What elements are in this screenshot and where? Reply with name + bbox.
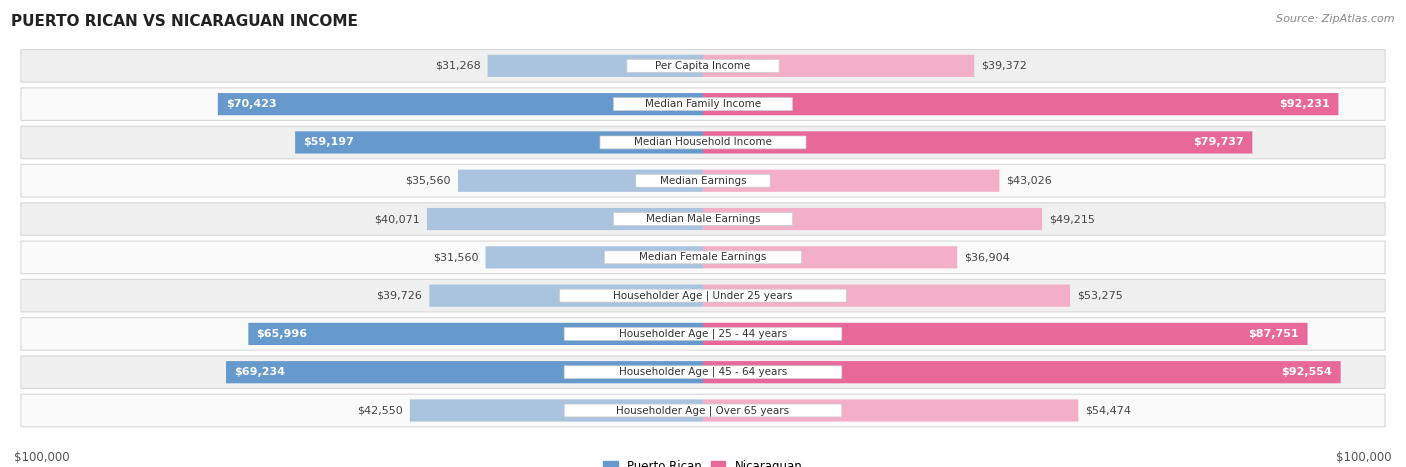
Text: $36,904: $36,904 bbox=[965, 252, 1010, 262]
Text: $54,474: $54,474 bbox=[1085, 405, 1132, 416]
Text: Per Capita Income: Per Capita Income bbox=[655, 61, 751, 71]
Text: $35,560: $35,560 bbox=[405, 176, 451, 186]
FancyBboxPatch shape bbox=[564, 404, 842, 417]
FancyBboxPatch shape bbox=[564, 366, 842, 379]
FancyBboxPatch shape bbox=[703, 284, 1070, 307]
Text: $100,000: $100,000 bbox=[1336, 451, 1392, 464]
FancyBboxPatch shape bbox=[488, 55, 703, 77]
FancyBboxPatch shape bbox=[636, 174, 770, 187]
Text: $31,268: $31,268 bbox=[434, 61, 481, 71]
FancyBboxPatch shape bbox=[21, 164, 1385, 197]
Text: $53,275: $53,275 bbox=[1077, 290, 1122, 301]
FancyBboxPatch shape bbox=[21, 203, 1385, 235]
FancyBboxPatch shape bbox=[249, 323, 703, 345]
FancyBboxPatch shape bbox=[627, 59, 779, 72]
FancyBboxPatch shape bbox=[21, 394, 1385, 427]
FancyBboxPatch shape bbox=[703, 323, 1308, 345]
FancyBboxPatch shape bbox=[218, 93, 703, 115]
Text: $92,554: $92,554 bbox=[1282, 367, 1333, 377]
FancyBboxPatch shape bbox=[458, 170, 703, 192]
FancyBboxPatch shape bbox=[21, 279, 1385, 312]
FancyBboxPatch shape bbox=[226, 361, 703, 383]
FancyBboxPatch shape bbox=[703, 361, 1341, 383]
Text: $92,231: $92,231 bbox=[1279, 99, 1330, 109]
FancyBboxPatch shape bbox=[613, 98, 793, 111]
FancyBboxPatch shape bbox=[21, 318, 1385, 350]
FancyBboxPatch shape bbox=[564, 327, 842, 340]
Text: Householder Age | 45 - 64 years: Householder Age | 45 - 64 years bbox=[619, 367, 787, 377]
FancyBboxPatch shape bbox=[703, 170, 1000, 192]
FancyBboxPatch shape bbox=[560, 289, 846, 302]
Text: $65,996: $65,996 bbox=[256, 329, 308, 339]
Text: $31,560: $31,560 bbox=[433, 252, 478, 262]
FancyBboxPatch shape bbox=[427, 208, 703, 230]
Text: Source: ZipAtlas.com: Source: ZipAtlas.com bbox=[1277, 14, 1395, 24]
FancyBboxPatch shape bbox=[613, 212, 793, 226]
FancyBboxPatch shape bbox=[21, 126, 1385, 159]
FancyBboxPatch shape bbox=[21, 241, 1385, 274]
FancyBboxPatch shape bbox=[703, 93, 1339, 115]
Text: $40,071: $40,071 bbox=[374, 214, 420, 224]
FancyBboxPatch shape bbox=[703, 131, 1253, 154]
Text: $87,751: $87,751 bbox=[1249, 329, 1299, 339]
Text: Median Family Income: Median Family Income bbox=[645, 99, 761, 109]
Text: $43,026: $43,026 bbox=[1007, 176, 1052, 186]
Text: Median Female Earnings: Median Female Earnings bbox=[640, 252, 766, 262]
Text: Householder Age | 25 - 44 years: Householder Age | 25 - 44 years bbox=[619, 329, 787, 339]
FancyBboxPatch shape bbox=[21, 50, 1385, 82]
FancyBboxPatch shape bbox=[703, 246, 957, 269]
Legend: Puerto Rican, Nicaraguan: Puerto Rican, Nicaraguan bbox=[599, 455, 807, 467]
Text: PUERTO RICAN VS NICARAGUAN INCOME: PUERTO RICAN VS NICARAGUAN INCOME bbox=[11, 14, 359, 29]
Text: Median Earnings: Median Earnings bbox=[659, 176, 747, 186]
FancyBboxPatch shape bbox=[21, 356, 1385, 389]
Text: $39,726: $39,726 bbox=[377, 290, 422, 301]
FancyBboxPatch shape bbox=[21, 88, 1385, 120]
Text: Median Household Income: Median Household Income bbox=[634, 137, 772, 148]
Text: $39,372: $39,372 bbox=[981, 61, 1026, 71]
Text: $79,737: $79,737 bbox=[1194, 137, 1244, 148]
FancyBboxPatch shape bbox=[485, 246, 703, 269]
FancyBboxPatch shape bbox=[703, 55, 974, 77]
FancyBboxPatch shape bbox=[411, 399, 703, 422]
FancyBboxPatch shape bbox=[605, 251, 801, 264]
Text: Householder Age | Over 65 years: Householder Age | Over 65 years bbox=[616, 405, 790, 416]
FancyBboxPatch shape bbox=[703, 208, 1042, 230]
Text: $59,197: $59,197 bbox=[304, 137, 354, 148]
Text: $42,550: $42,550 bbox=[357, 405, 404, 416]
FancyBboxPatch shape bbox=[429, 284, 703, 307]
Text: $100,000: $100,000 bbox=[14, 451, 70, 464]
FancyBboxPatch shape bbox=[703, 399, 1078, 422]
Text: $49,215: $49,215 bbox=[1049, 214, 1095, 224]
Text: Median Male Earnings: Median Male Earnings bbox=[645, 214, 761, 224]
Text: $70,423: $70,423 bbox=[226, 99, 277, 109]
Text: Householder Age | Under 25 years: Householder Age | Under 25 years bbox=[613, 290, 793, 301]
FancyBboxPatch shape bbox=[600, 136, 806, 149]
FancyBboxPatch shape bbox=[295, 131, 703, 154]
Text: $69,234: $69,234 bbox=[235, 367, 285, 377]
